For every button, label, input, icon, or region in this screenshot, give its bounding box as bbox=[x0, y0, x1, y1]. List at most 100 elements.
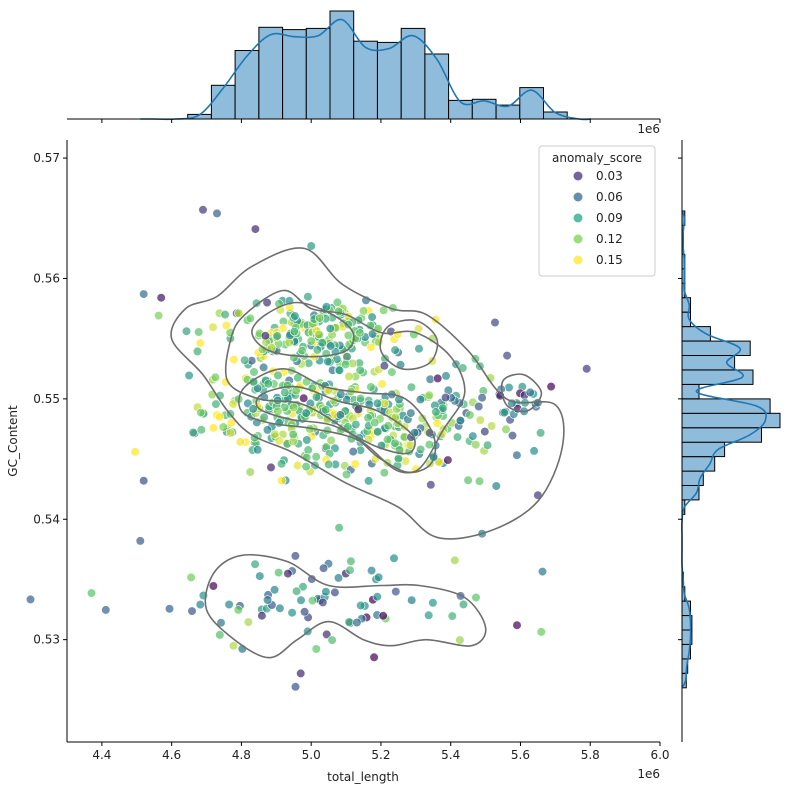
scatter-point bbox=[290, 682, 301, 692]
scatter-point bbox=[480, 427, 490, 437]
scatter-point bbox=[289, 327, 300, 337]
scatter-point bbox=[512, 450, 522, 460]
scatter-point bbox=[369, 652, 379, 662]
scatter-point bbox=[334, 523, 344, 533]
scatter-point bbox=[280, 387, 290, 398]
scatter-point bbox=[208, 322, 218, 332]
scatter-point bbox=[192, 346, 203, 357]
scatter-point bbox=[277, 459, 287, 469]
scatter-point bbox=[334, 306, 344, 317]
scatter-point bbox=[502, 351, 512, 361]
legend-label: 0.12 bbox=[596, 232, 623, 246]
scatter-point bbox=[290, 551, 301, 561]
y-tick-label: 0.57 bbox=[33, 151, 60, 165]
scatter-point bbox=[263, 595, 273, 605]
scatter-point bbox=[322, 629, 332, 640]
scatter-point bbox=[234, 308, 244, 318]
scatter-point bbox=[344, 371, 354, 382]
scatter-point bbox=[326, 435, 336, 446]
top-hist-bar bbox=[210, 84, 236, 120]
scatter-point bbox=[196, 408, 206, 418]
scatter-point bbox=[221, 320, 231, 331]
top-hist-bar bbox=[448, 99, 473, 120]
legend-marker bbox=[573, 234, 583, 244]
scatter-point bbox=[350, 459, 360, 469]
scatter-point bbox=[336, 389, 346, 399]
scatter-point bbox=[374, 572, 384, 582]
scatter-point bbox=[302, 435, 312, 445]
scatter-point bbox=[387, 367, 397, 377]
scatter-point bbox=[297, 345, 307, 356]
scatter-point bbox=[248, 377, 259, 387]
scatter-point bbox=[306, 336, 316, 346]
scatter-point bbox=[300, 607, 310, 617]
scatter-point bbox=[257, 611, 267, 621]
kde-contour-line bbox=[255, 385, 416, 455]
scatter-point bbox=[314, 329, 324, 340]
scatter-point bbox=[471, 440, 481, 450]
scatter-point bbox=[364, 476, 374, 486]
scatter-point bbox=[406, 382, 417, 392]
scatter-point bbox=[296, 668, 306, 679]
x-tick-label: 4.4 bbox=[92, 748, 111, 762]
scatter-point bbox=[250, 224, 260, 234]
top-hist-bar bbox=[234, 50, 260, 120]
scatter-point bbox=[345, 565, 355, 575]
scatter-point bbox=[186, 572, 196, 583]
top-offset-label: 1e6 bbox=[637, 122, 660, 136]
scatter-point bbox=[228, 641, 239, 651]
scatter-point bbox=[501, 424, 511, 435]
scatter-point bbox=[293, 461, 303, 471]
scatter-point bbox=[225, 428, 235, 438]
scatter-point bbox=[377, 379, 387, 389]
scatter-point bbox=[270, 585, 280, 595]
scatter-point bbox=[335, 410, 346, 420]
scatter-point bbox=[266, 462, 276, 473]
x-tick-label: 5.6 bbox=[511, 748, 530, 762]
scatter-point bbox=[315, 313, 325, 323]
scatter-point bbox=[389, 553, 399, 563]
scatter-point bbox=[195, 599, 205, 610]
scatter-point bbox=[367, 565, 377, 576]
scatter-point bbox=[283, 568, 293, 579]
scatter-point bbox=[303, 445, 313, 455]
scatter-point bbox=[450, 555, 460, 565]
scatter-point bbox=[235, 437, 245, 447]
scatter-point bbox=[455, 635, 465, 645]
scatter-point bbox=[383, 421, 393, 431]
scatter-point bbox=[512, 620, 522, 630]
scatter-point bbox=[582, 364, 592, 374]
scatter-point bbox=[251, 298, 262, 308]
kde-contour-line bbox=[204, 553, 487, 659]
scatter-point bbox=[262, 425, 273, 435]
top-marginal-x-axis bbox=[67, 118, 661, 123]
scatter-point bbox=[325, 324, 335, 334]
scatter-point bbox=[491, 481, 501, 491]
scatter-point bbox=[245, 313, 255, 324]
scatter-point bbox=[211, 399, 221, 409]
scatter-point bbox=[298, 582, 308, 592]
scatter-point bbox=[474, 401, 484, 412]
scatter-point bbox=[441, 371, 451, 381]
scatter-point bbox=[307, 595, 318, 606]
scatter-point bbox=[356, 600, 366, 611]
scatter-point bbox=[366, 382, 376, 392]
top-hist-bar bbox=[353, 40, 378, 120]
scatter-point bbox=[218, 422, 228, 432]
scatter-point bbox=[326, 341, 336, 351]
scatter-point bbox=[303, 292, 313, 302]
x-tick-label: 6.0 bbox=[650, 748, 669, 762]
top-hist-bar bbox=[495, 104, 521, 120]
scatter-point bbox=[25, 594, 36, 605]
scatter-point bbox=[465, 410, 475, 420]
scatter-point bbox=[417, 413, 428, 424]
scatter-point bbox=[317, 338, 327, 348]
scatter-point bbox=[301, 462, 311, 472]
scatter-point bbox=[334, 365, 345, 375]
scatter-point bbox=[164, 604, 175, 614]
x-offset-label: 1e6 bbox=[637, 767, 660, 781]
kde-contour-line bbox=[224, 289, 466, 474]
scatter-point bbox=[321, 587, 331, 597]
scatter-point bbox=[379, 468, 389, 478]
